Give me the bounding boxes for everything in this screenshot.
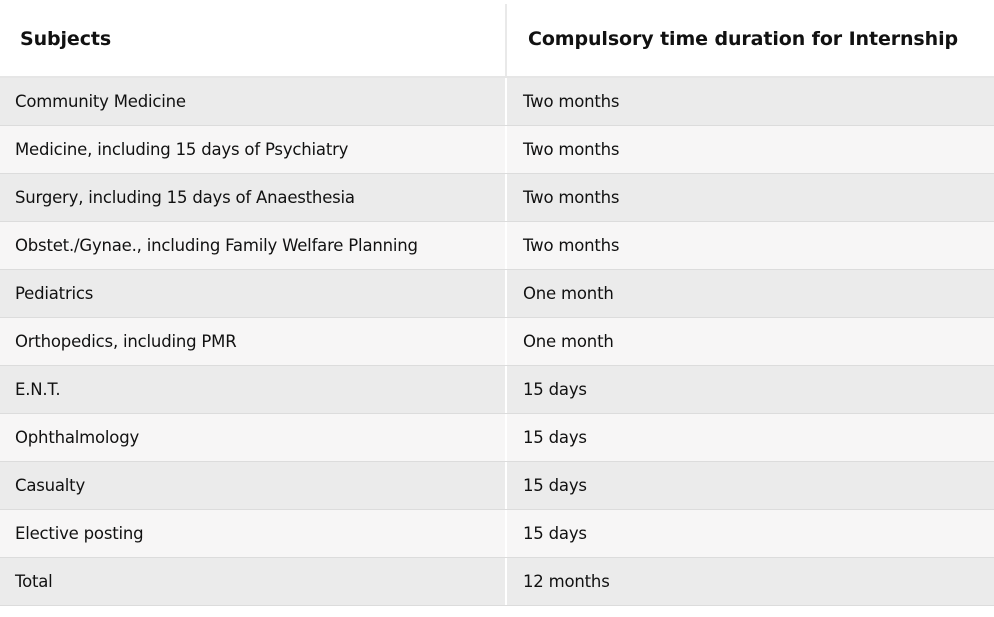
- duration-cell: 15 days: [523, 476, 587, 495]
- duration-cell: 15 days: [523, 428, 587, 447]
- total-duration-cell: 12 months: [523, 572, 610, 591]
- table-row: Obstet./Gynae., including Family Welfare…: [0, 222, 994, 270]
- duration-cell: Two months: [523, 92, 620, 111]
- subject-cell: E.N.T.: [0, 366, 507, 413]
- header-label-duration: Compulsory time duration for Internship: [528, 28, 958, 50]
- table-row: Casualty 15 days: [0, 462, 994, 510]
- duration-cell: One month: [523, 284, 614, 303]
- total-label-cell: Total: [0, 558, 507, 605]
- duration-cell: Two months: [523, 188, 620, 207]
- subject-cell: Pediatrics: [0, 270, 507, 317]
- duration-cell: One month: [523, 332, 614, 351]
- subject-cell: Surgery, including 15 days of Anaesthesi…: [0, 174, 507, 221]
- header-label-subjects: Subjects: [20, 28, 112, 50]
- table-row: Community Medicine Two months: [0, 78, 994, 126]
- duration-cell: 15 days: [523, 524, 587, 543]
- subject-cell: Obstet./Gynae., including Family Welfare…: [0, 222, 507, 269]
- subject-cell: Community Medicine: [0, 78, 507, 125]
- header-cell-duration: Compulsory time duration for Internship: [507, 4, 994, 76]
- table-body: Community Medicine Two months Medicine, …: [0, 78, 994, 606]
- subject-cell: Ophthalmology: [0, 414, 507, 461]
- header-cell-subjects: Subjects: [0, 4, 507, 76]
- table-row: Medicine, including 15 days of Psychiatr…: [0, 126, 994, 174]
- table-row-total: Total 12 months: [0, 558, 994, 606]
- duration-cell: Two months: [523, 236, 620, 255]
- table-row: Orthopedics, including PMR One month: [0, 318, 994, 366]
- subject-cell: Casualty: [0, 462, 507, 509]
- subject-cell: Orthopedics, including PMR: [0, 318, 507, 365]
- duration-cell: Two months: [523, 140, 620, 159]
- table-row: Ophthalmology 15 days: [0, 414, 994, 462]
- table-row: Elective posting 15 days: [0, 510, 994, 558]
- duration-cell: 15 days: [523, 380, 587, 399]
- table-row: Pediatrics One month: [0, 270, 994, 318]
- subject-cell: Medicine, including 15 days of Psychiatr…: [0, 126, 507, 173]
- table-row: Surgery, including 15 days of Anaesthesi…: [0, 174, 994, 222]
- subject-cell: Elective posting: [0, 510, 507, 557]
- table-row: E.N.T. 15 days: [0, 366, 994, 414]
- table-header-row: Subjects Compulsory time duration for In…: [0, 4, 994, 78]
